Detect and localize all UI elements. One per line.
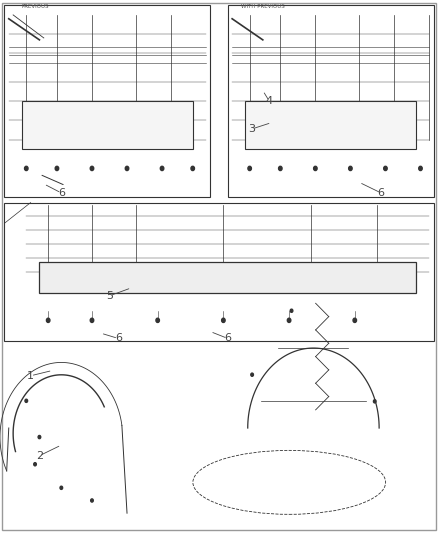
Circle shape: [25, 166, 28, 171]
Circle shape: [25, 399, 28, 402]
Circle shape: [156, 318, 159, 322]
Bar: [245, 101, 416, 149]
Text: 4: 4: [266, 96, 273, 106]
Circle shape: [374, 400, 376, 403]
Text: 6: 6: [115, 334, 122, 343]
Circle shape: [384, 166, 387, 171]
Circle shape: [349, 166, 352, 171]
Circle shape: [191, 166, 194, 171]
Text: PREVIOUS: PREVIOUS: [22, 4, 49, 9]
Text: 6: 6: [224, 334, 231, 343]
Circle shape: [90, 166, 94, 171]
Text: 6: 6: [378, 188, 385, 198]
Circle shape: [34, 463, 36, 466]
Circle shape: [222, 318, 225, 322]
Circle shape: [419, 166, 422, 171]
Circle shape: [46, 318, 50, 322]
Text: 6: 6: [58, 188, 65, 198]
Bar: [4, 5, 210, 197]
Circle shape: [38, 435, 41, 439]
Circle shape: [125, 166, 129, 171]
Text: 5: 5: [106, 291, 113, 301]
Text: 1: 1: [27, 371, 34, 381]
Circle shape: [90, 318, 94, 322]
Bar: [22, 101, 193, 149]
Bar: [228, 5, 434, 197]
Circle shape: [60, 486, 63, 489]
Text: WITH PREVIOUS: WITH PREVIOUS: [241, 4, 285, 9]
Bar: [39, 262, 416, 293]
Circle shape: [279, 166, 282, 171]
Text: 3: 3: [248, 124, 255, 134]
Circle shape: [251, 373, 254, 376]
Bar: [4, 203, 434, 341]
Text: 2: 2: [36, 451, 43, 461]
Circle shape: [314, 166, 317, 171]
Circle shape: [55, 166, 59, 171]
Circle shape: [91, 499, 93, 502]
Circle shape: [248, 166, 251, 171]
Circle shape: [353, 318, 357, 322]
Circle shape: [287, 318, 291, 322]
Circle shape: [160, 166, 164, 171]
Circle shape: [290, 309, 293, 312]
